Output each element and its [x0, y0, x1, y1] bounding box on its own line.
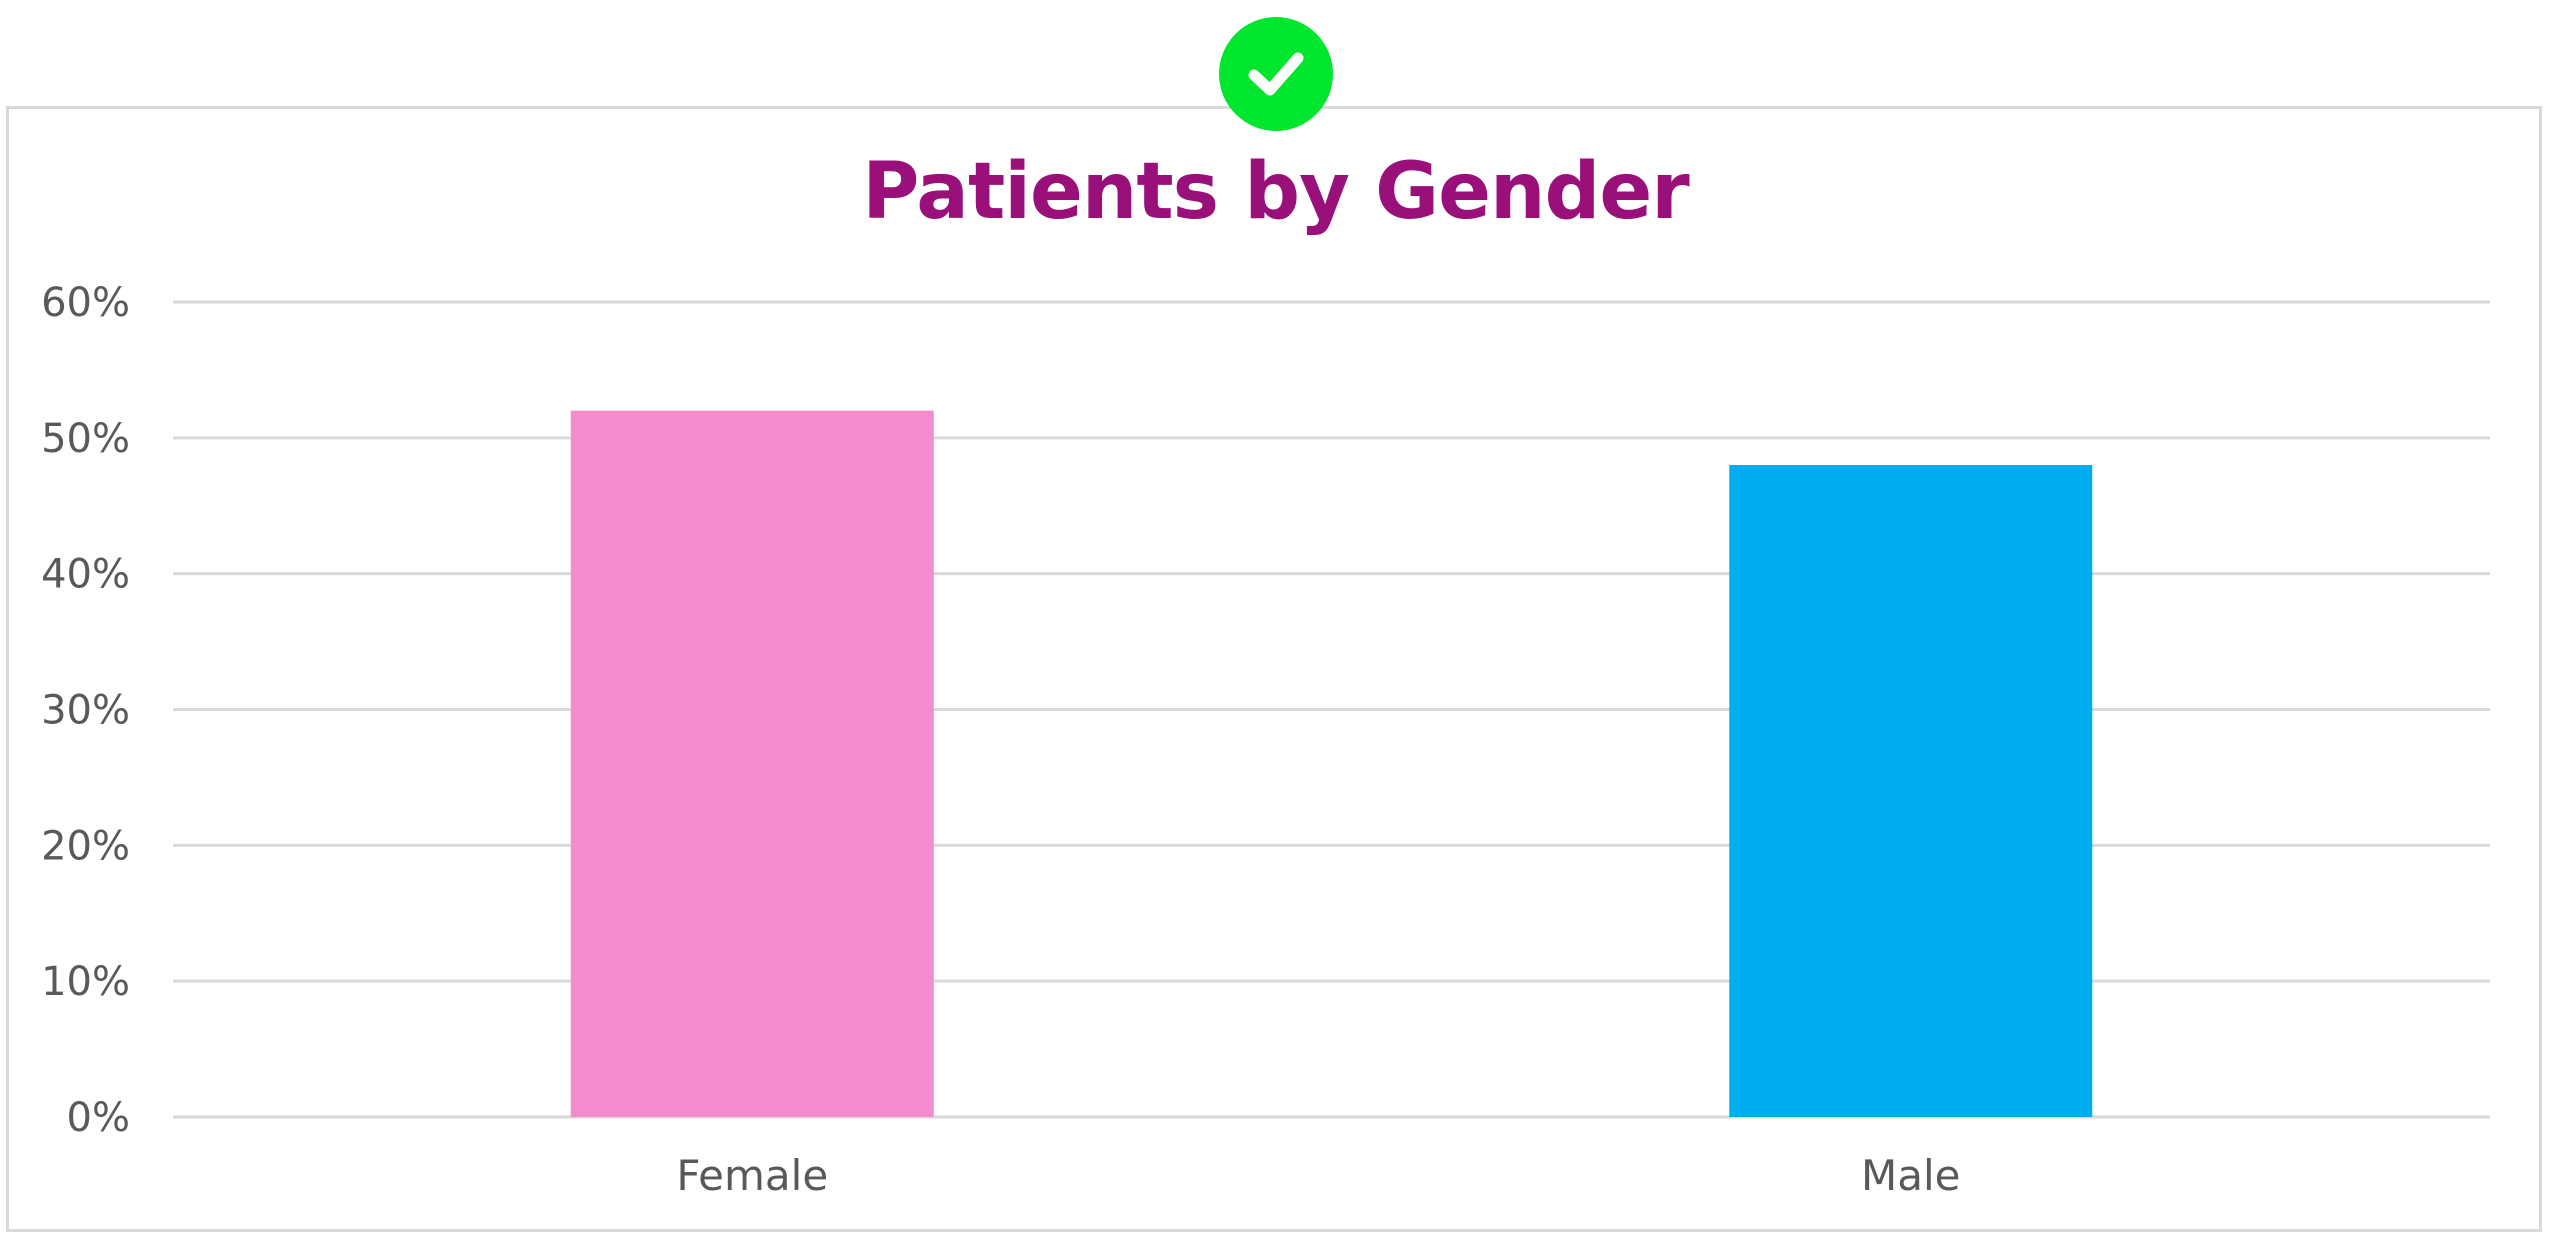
y-tick-label: 0%	[67, 1095, 130, 1141]
bar-male	[1729, 465, 2093, 1117]
y-tick-label: 40%	[41, 552, 130, 598]
y-tick-label: 30%	[41, 688, 130, 734]
chart-title: Patients by Gender	[862, 147, 1690, 237]
bar-female	[570, 410, 934, 1118]
x-category-label: Female	[676, 1151, 828, 1200]
chart-frame	[6, 106, 2542, 1232]
y-tick-label: 10%	[41, 959, 130, 1005]
y-tick-label: 60%	[41, 280, 130, 326]
x-category-label: Male	[1861, 1151, 1960, 1200]
y-tick-label: 50%	[41, 416, 130, 462]
checkmark-icon	[1248, 52, 1304, 96]
y-tick-label: 20%	[41, 823, 130, 869]
check-badge	[1219, 17, 1333, 131]
